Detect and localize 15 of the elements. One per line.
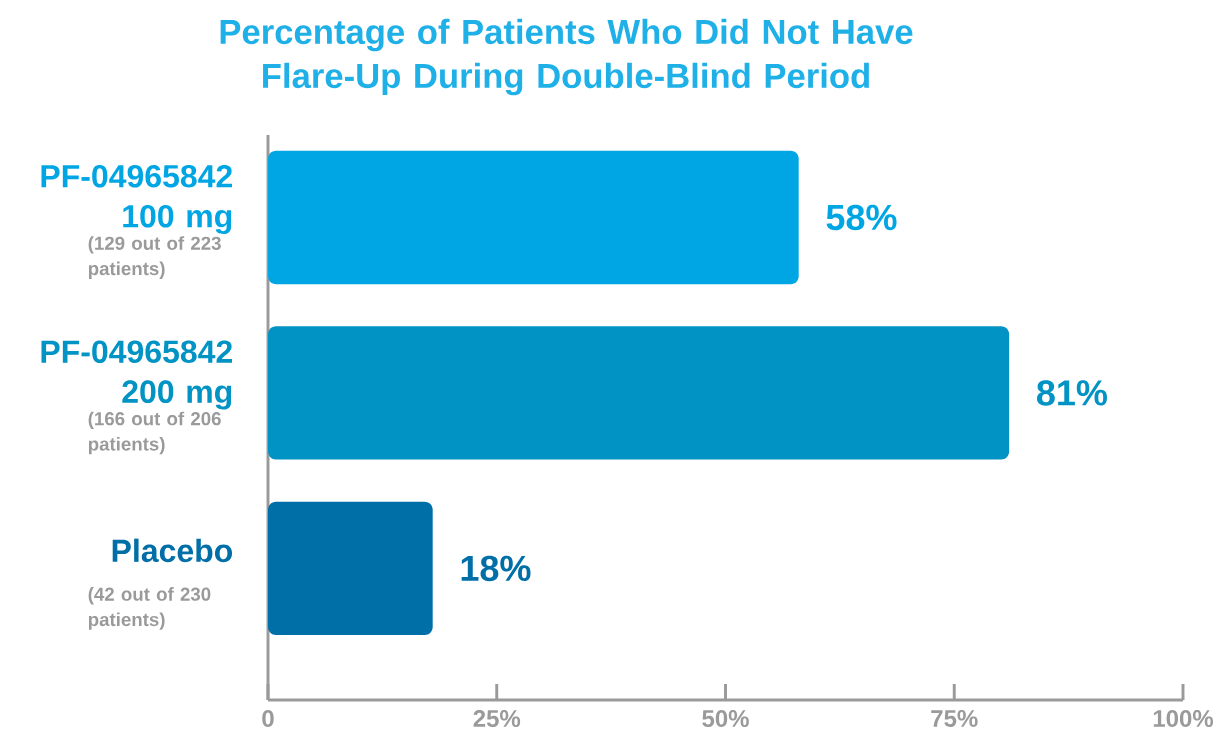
x-tick-label: 75%: [931, 710, 978, 727]
y-tick-label: Placebo: [112, 538, 233, 563]
x-tick-label: 0: [262, 710, 274, 728]
y-tick-label: PF-04965842 100 mg: [41, 164, 232, 235]
text: (42 out of 230 patients): [88, 587, 211, 630]
y-tick-label: PF-04965842 200 mg: [41, 340, 232, 410]
x-tick-label: 50%: [702, 710, 749, 728]
x-tick-label: 25%: [473, 710, 521, 728]
data-label: 81%: [1037, 380, 1107, 406]
text: (129 out of 223 patients): [88, 236, 221, 279]
data-label: 18%: [461, 555, 531, 582]
text: (166 out of 206 patients): [88, 411, 221, 455]
x-tick-label: 100%: [1153, 710, 1214, 728]
data-label: 58%: [826, 204, 897, 231]
chart-title: Percentage of Patients Who Did Not Have Flare-Up During Double-Blind Period: [220, 18, 913, 96]
